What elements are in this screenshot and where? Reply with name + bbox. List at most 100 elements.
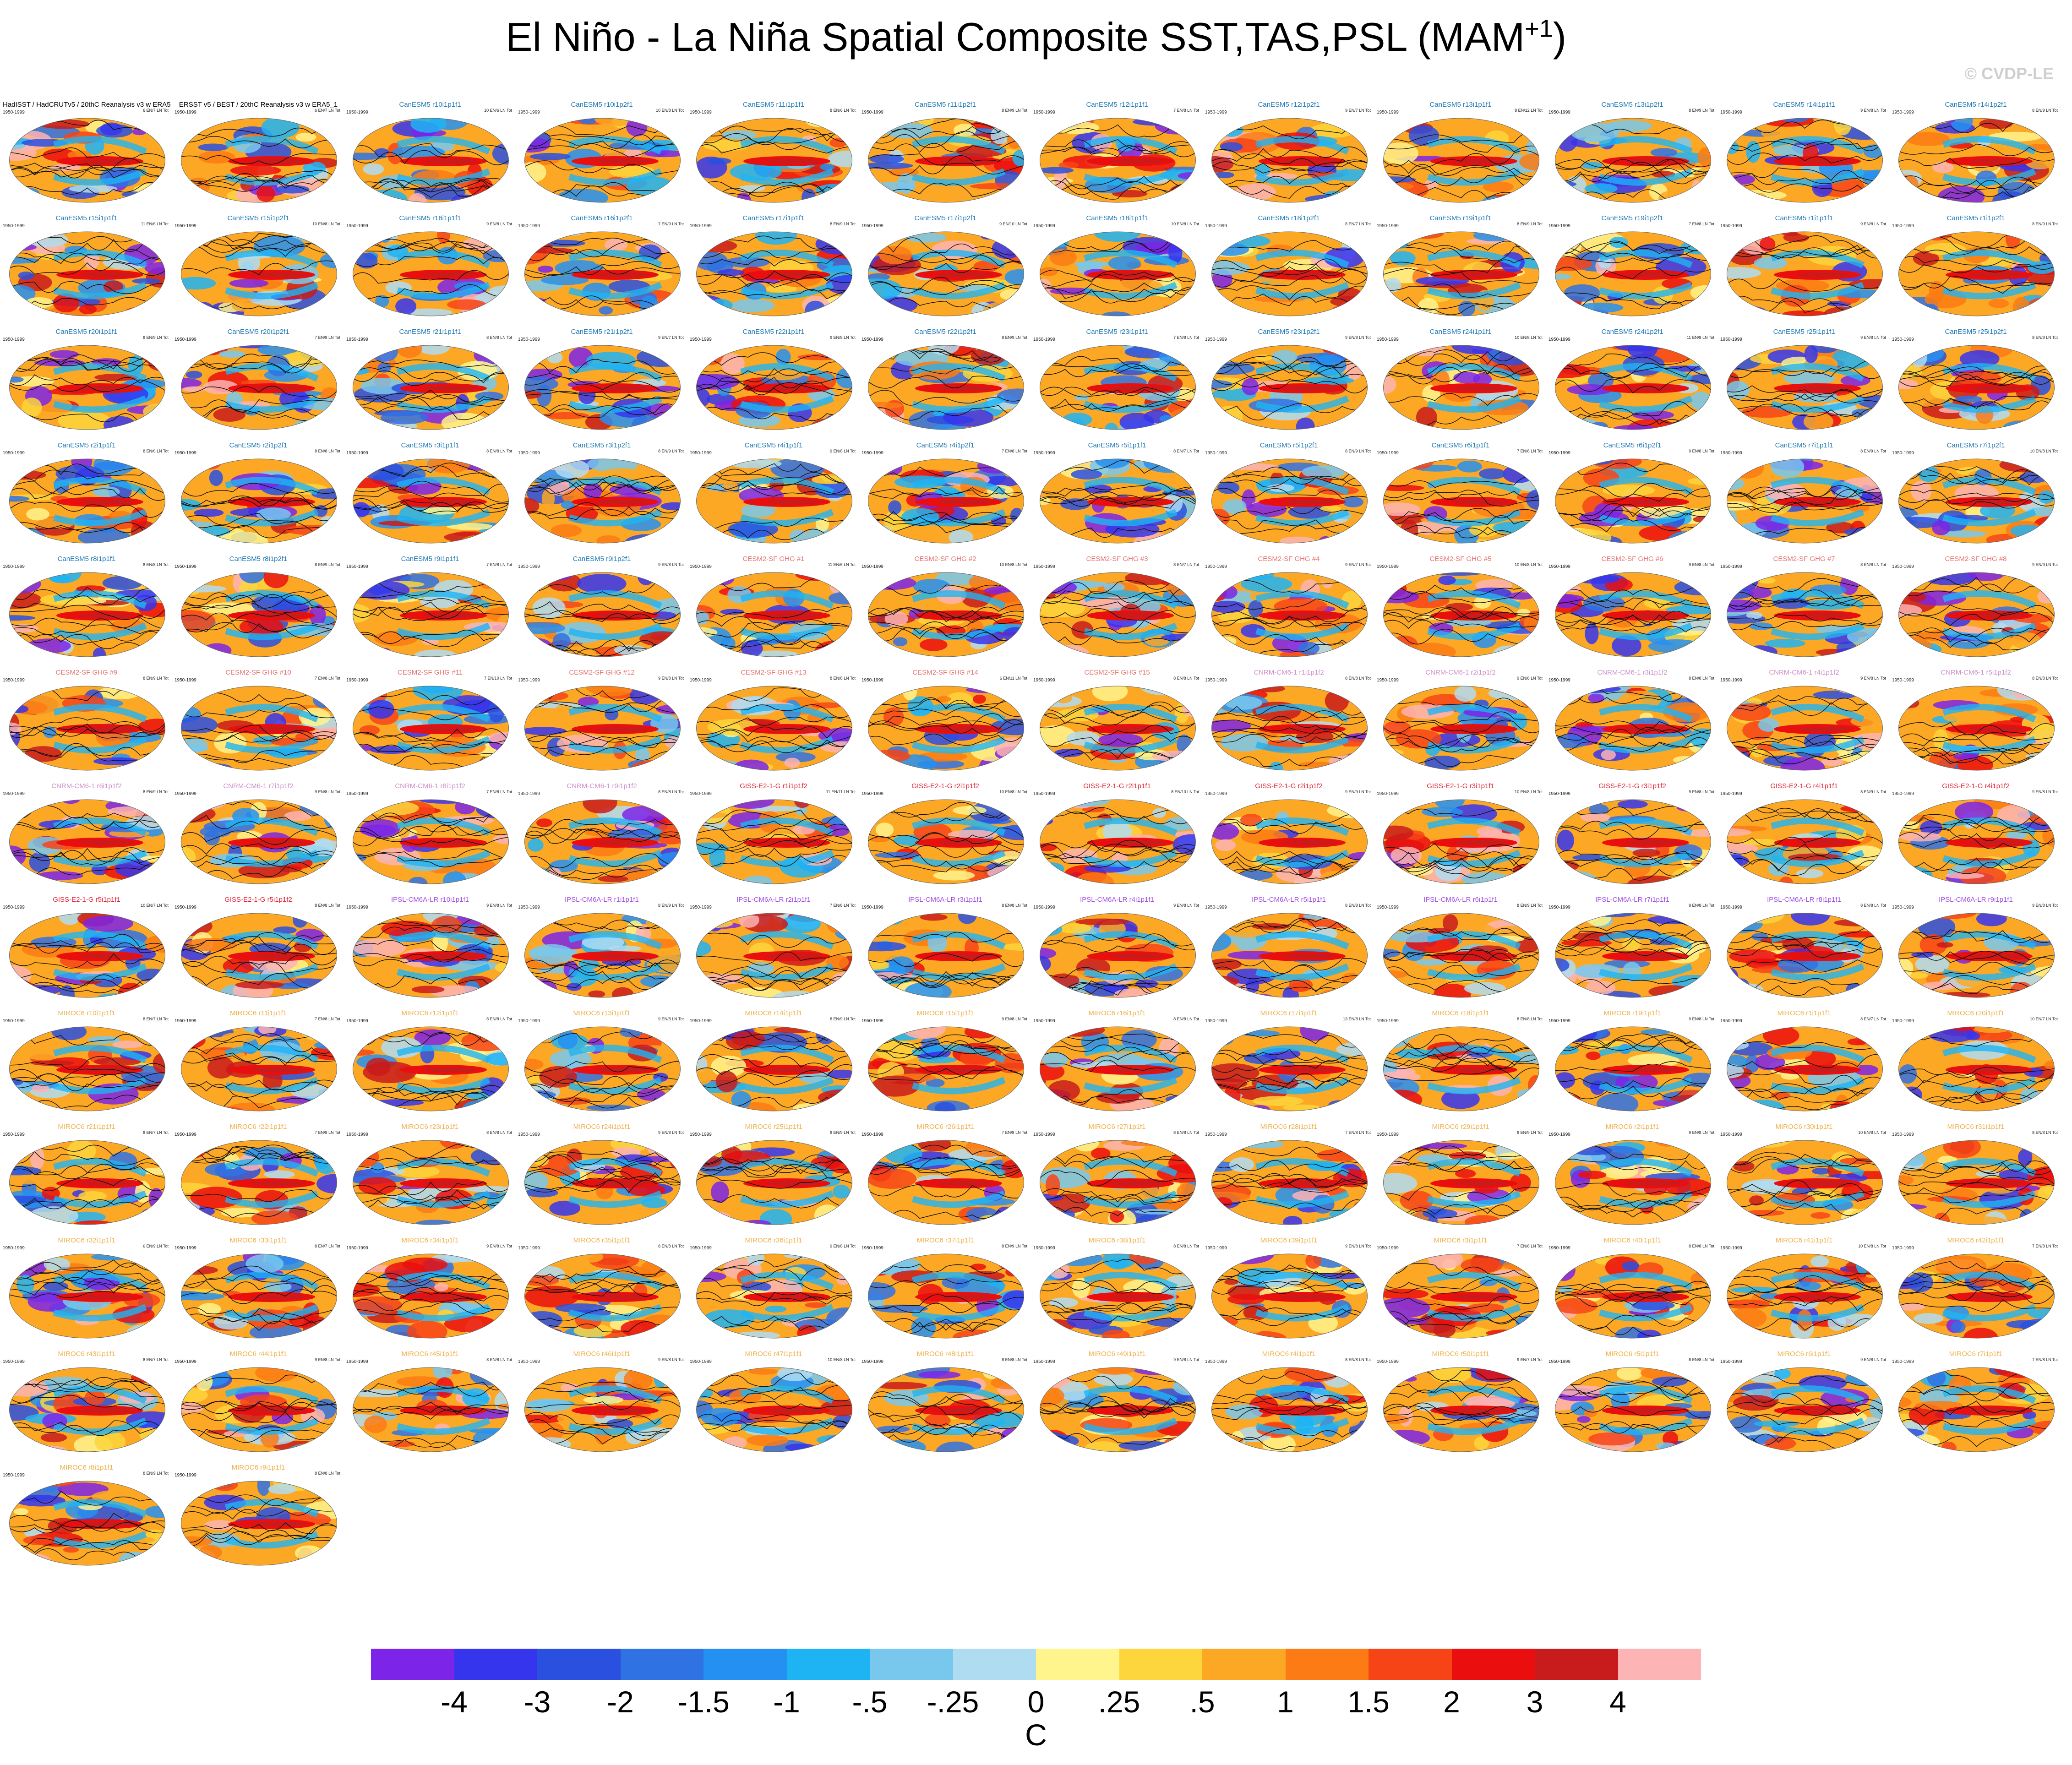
anomaly-blob xyxy=(524,390,542,399)
psl-contour xyxy=(1040,398,1196,412)
anomaly-blob xyxy=(353,1214,384,1225)
map-outline xyxy=(1040,686,1196,771)
anomaly-blob xyxy=(488,732,509,744)
psl-contour xyxy=(696,483,852,497)
anomaly-blob xyxy=(1746,141,1761,163)
panel-period: 1950-1999 xyxy=(862,791,883,796)
psl-contour xyxy=(9,252,165,265)
anomaly-blob xyxy=(1040,167,1074,174)
psl-contour xyxy=(868,139,1024,153)
cool-horseshoe xyxy=(1255,590,1349,609)
psl-contour xyxy=(868,616,1024,630)
psl-contour xyxy=(353,480,509,497)
psl-contour xyxy=(1211,403,1368,421)
psl-contour xyxy=(9,817,165,831)
anomaly-blob xyxy=(1040,312,1056,316)
anomaly-blob xyxy=(583,800,617,814)
psl-contour xyxy=(1727,173,1883,185)
anomaly-blob xyxy=(1453,372,1480,384)
panel-period: 1950-1999 xyxy=(1377,337,1399,342)
psl-contour xyxy=(9,281,165,294)
cool-horseshoe xyxy=(1942,136,2036,155)
psl-contour xyxy=(1555,597,1711,607)
anomaly-blob xyxy=(1555,806,1566,815)
anomaly-blob xyxy=(605,708,619,720)
psl-contour xyxy=(1727,935,1883,949)
anomaly-blob xyxy=(524,497,540,515)
anomaly-blob xyxy=(696,388,710,408)
anomaly-blob xyxy=(578,697,599,707)
anomaly-blob xyxy=(696,981,703,997)
anomaly-blob xyxy=(1513,864,1539,877)
psl-contour xyxy=(181,829,337,845)
anomaly-blob xyxy=(1383,459,1418,469)
anomaly-blob xyxy=(1211,600,1245,613)
cool-horseshoe xyxy=(396,704,491,723)
anomaly-blob xyxy=(1555,364,1591,378)
panel-period: 1950-1999 xyxy=(174,110,196,115)
anomaly-blob xyxy=(532,597,566,618)
anomaly-blob xyxy=(1863,232,1883,246)
panel-period: 1950-1999 xyxy=(1892,451,1914,456)
cool-horseshoe xyxy=(1770,282,1865,300)
psl-contour xyxy=(181,399,337,413)
panel-stats: 7 EN/8 LN Tot xyxy=(486,562,512,567)
map-outline xyxy=(868,231,1024,316)
panel-label: MIROC6 r16i1p1f1 xyxy=(1088,1009,1146,1017)
map-panel: CNRM-CM6-1 r3i1p1f2 1950-1999 8 EN/8 LN To… xyxy=(1549,669,1716,772)
panel-label: GISS-E2-1-G r2i1p1f1 xyxy=(1083,782,1151,790)
map-panel: MIROC6 r26i1p1f1 1950-1999 7 EN/8 LN Tot xyxy=(862,1123,1029,1226)
composite-map xyxy=(181,231,337,316)
psl-contour xyxy=(1211,918,1368,934)
anomaly-blob xyxy=(1632,849,1661,857)
anomaly-blob xyxy=(1499,686,1537,692)
psl-contour xyxy=(9,941,165,950)
psl-contour xyxy=(1727,138,1883,151)
panel-period: 1950-1999 xyxy=(1549,564,1570,569)
cool-horseshoe xyxy=(396,282,491,300)
composite-map xyxy=(353,913,509,998)
map-outline xyxy=(1727,118,1883,203)
anomaly-blob xyxy=(9,686,29,699)
map-outline xyxy=(1898,231,2055,316)
panel-label: CNRM-CM6-1 r9i1p1f2 xyxy=(567,782,637,790)
psl-contour xyxy=(1898,859,2055,874)
anomaly-blob xyxy=(731,1091,752,1109)
cool-horseshoe xyxy=(1255,509,1349,527)
anomaly-blob xyxy=(1919,934,1947,955)
psl-contour xyxy=(868,252,1024,264)
composite-map xyxy=(1383,799,1539,884)
psl-contour xyxy=(181,173,337,186)
psl-contour xyxy=(1040,590,1196,606)
el-nino-core xyxy=(1625,840,1680,845)
cool-horseshoe xyxy=(1255,817,1349,836)
map-outline xyxy=(1383,231,1539,316)
map-panel: CanESM5 r9i1p1f1 1950-1999 7 EN/8 LN Tot xyxy=(346,555,514,659)
psl-contour xyxy=(1898,829,2055,844)
anomaly-blob xyxy=(598,875,628,882)
cool-horseshoe xyxy=(1942,363,2036,382)
cool-horseshoe xyxy=(911,136,1006,155)
anomaly-blob xyxy=(832,525,845,533)
psl-contour xyxy=(1727,138,1883,152)
anomaly-blob xyxy=(1898,707,1938,728)
panel-stats: 8 EN/7 LN Tot xyxy=(1173,562,1199,567)
map-panel: MIROC6 r24i1p1f1 1950-1999 9 EN/8 LN Tot xyxy=(518,1123,686,1226)
psl-contour xyxy=(1211,814,1368,827)
psl-contour xyxy=(524,737,681,749)
el-nino-core xyxy=(938,272,993,277)
map-panel: CESM2-SF GHG #4 1950-1999 9 EN/7 LN Tot xyxy=(1205,555,1373,659)
psl-contour xyxy=(1040,286,1196,302)
anomaly-blob xyxy=(1383,485,1424,491)
composite-map xyxy=(1555,118,1711,203)
panel-stats: 11 EN/6 LN Tot xyxy=(828,562,856,567)
psl-contour xyxy=(9,847,165,863)
psl-contour xyxy=(1040,289,1196,304)
psl-contour xyxy=(1727,249,1883,259)
map-panel: CanESM5 r3i1p2f1 1950-1999 8 EN/9 LN Tot xyxy=(518,441,686,545)
anomaly-blob xyxy=(1390,914,1417,926)
anomaly-blob xyxy=(2006,831,2027,840)
anomaly-blob xyxy=(567,983,582,991)
anomaly-blob xyxy=(1040,800,1062,808)
anomaly-blob xyxy=(1211,1027,1241,1034)
